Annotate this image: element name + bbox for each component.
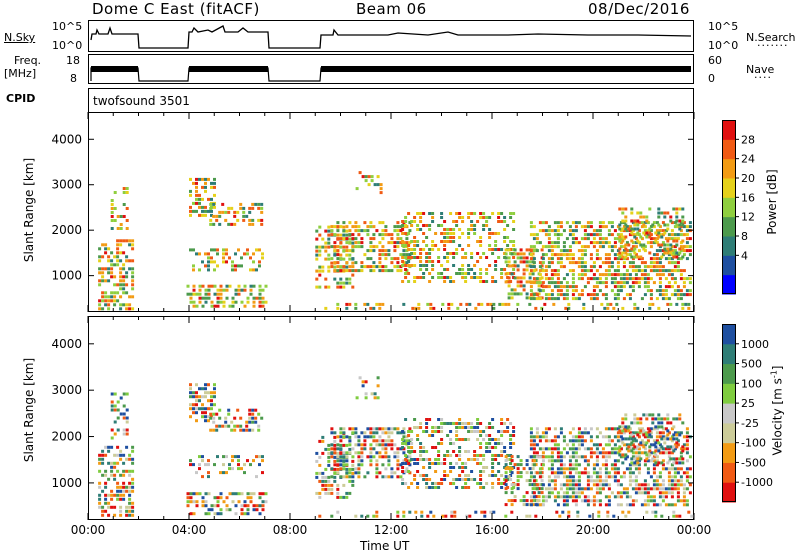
power-cbar-swatch [722, 274, 736, 295]
cbar-tick-label: 16 [741, 191, 755, 204]
cbar-tick-label: 100 [741, 377, 762, 390]
nsearch-tick-high: 10^5 [708, 20, 739, 33]
velocity-cbar-exp: -1 [769, 370, 779, 379]
xtick-label: 00:00 [677, 523, 712, 537]
ytick-label: 3000 [51, 383, 82, 397]
freq-unit: [MHz] [4, 67, 37, 80]
power-echoes [98, 171, 692, 311]
velocity-ylabel: Slant Range [km] [22, 357, 36, 463]
nsky-panel [88, 20, 694, 52]
velocity-cbar-unit: [m s [770, 378, 785, 405]
nave-dots: ···· [754, 71, 772, 84]
cbar-tick-label: 25 [741, 397, 755, 410]
date-label: 08/Dec/2016 [588, 0, 690, 18]
freq-tick-low: 8 [70, 72, 77, 85]
xtick-label: 04:00 [172, 523, 207, 537]
nsky-trace [90, 25, 692, 49]
ytick-label: 3000 [51, 178, 82, 192]
station-title: Dome C East (fitACF) [92, 0, 260, 18]
power-cbar-swatch [722, 197, 736, 218]
velocity-cbar-swatch [722, 403, 736, 424]
cbar-tick-label: 4 [741, 249, 748, 262]
velocity-cbar-swatch [722, 482, 736, 503]
cbar-tick-label: 20 [741, 172, 755, 185]
ytick-label: 1000 [51, 476, 82, 490]
velocity-cbar-close: ] [770, 365, 785, 371]
xtick-label: 08:00 [273, 523, 308, 537]
nsky-label: N.Sky [4, 31, 36, 44]
velocity-cbar-swatch [722, 363, 736, 384]
velocity-cbar-swatch [722, 324, 736, 345]
cpid-label: CPID [6, 92, 36, 105]
power-cbar-swatch [722, 178, 736, 198]
nsky-tick-high: 10^5 [52, 20, 83, 33]
nsearch-dots: ······· [757, 39, 789, 52]
nave-tick-high: 60 [708, 54, 722, 67]
xtick-label: 00:00 [71, 523, 106, 537]
cpid-panel: twofsound 3501 [88, 88, 694, 112]
nsky-tick-low: 10^0 [52, 39, 83, 52]
cbar-tick-label: 8 [741, 230, 748, 243]
cbar-tick-label: 500 [741, 358, 762, 371]
nave-label: Nave [746, 63, 775, 76]
cbar-tick-label: -25 [741, 417, 759, 430]
xtick-label: 16:00 [475, 523, 510, 537]
xtick-label: 12:00 [374, 523, 409, 537]
ytick-label: 2000 [51, 223, 82, 237]
velocity-cbar-swatch [722, 422, 736, 444]
cbar-tick-label: 1000 [741, 338, 769, 351]
cbar-tick-label: 24 [741, 153, 755, 166]
cbar-tick-label: 12 [741, 211, 755, 224]
cbar-tick-label: 28 [741, 133, 755, 146]
cbar-tick-label: -500 [741, 456, 766, 469]
velocity-cbar-swatch [722, 383, 736, 404]
freq-panel [88, 54, 694, 84]
cbar-tick-label: -100 [741, 437, 766, 450]
freq-tick-high: 18 [66, 54, 80, 67]
velocity-echoes [98, 376, 694, 518]
velocity-cbar-swatch [722, 343, 736, 365]
velocity-cbar-label: Velocity [m s-1] [769, 346, 785, 476]
beam-label: Beam 06 [356, 0, 427, 18]
ytick-label: 4000 [51, 132, 82, 146]
ytick-label: 4000 [51, 337, 82, 351]
ytick-label: 1000 [51, 269, 82, 283]
power-cbar-swatch [722, 216, 736, 237]
x-axis-label: Time UT [360, 539, 410, 553]
power-cbar-swatch [722, 158, 736, 179]
power-cbar-swatch [722, 236, 736, 256]
velocity-cbar-title: Velocity [770, 408, 785, 456]
ytick-label: 2000 [51, 430, 82, 444]
cpid-value: twofsound 3501 [93, 94, 190, 108]
power-cbar-swatch [722, 120, 736, 140]
power-ylabel: Slant Range [km] [22, 157, 36, 263]
velocity-cbar-swatch [722, 462, 736, 483]
cbar-tick-label: -1000 [741, 476, 773, 489]
power-cbar-swatch [722, 139, 736, 160]
nave-tick-low: 0 [708, 72, 715, 85]
xtick-label: 20:00 [576, 523, 611, 537]
nsearch-label: N.Search [746, 31, 796, 44]
power-cbar-label: Power [dB] [765, 169, 779, 235]
power-cbar-swatch [722, 255, 736, 276]
velocity-cbar-swatch [722, 442, 736, 463]
nsearch-tick-low: 10^0 [708, 39, 739, 52]
cbar-frame [722, 324, 736, 502]
cbar-frame [722, 120, 736, 294]
freq-label: Freq. [14, 54, 42, 67]
